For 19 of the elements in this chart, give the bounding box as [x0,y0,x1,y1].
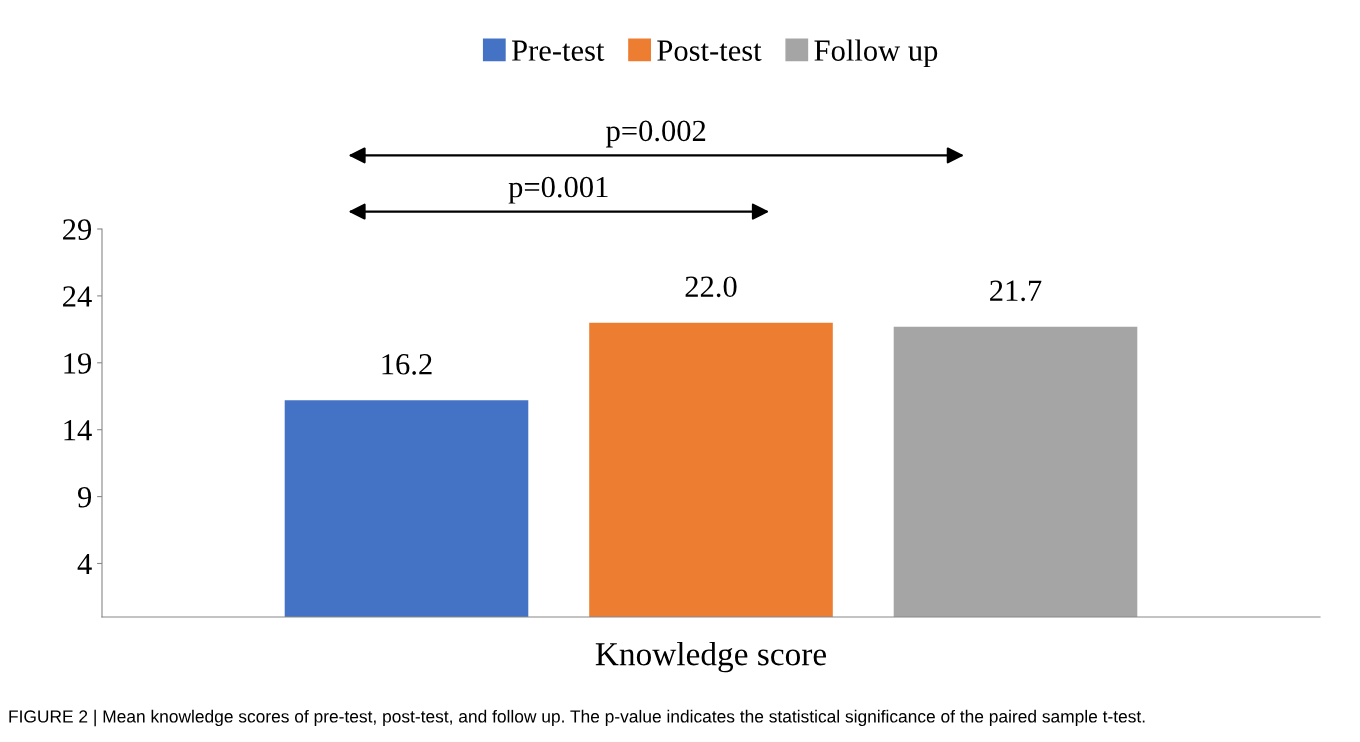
bar [893,326,1138,617]
text: p=0.001 [508,176,608,204]
y-tick-label: 9 [77,486,92,508]
legend-label: Pre-test [511,40,605,61]
bar [589,322,833,617]
y-tick-label: 14 [64,420,92,441]
x-tick-label: Knowledge score [595,642,826,673]
bar [284,400,529,617]
y-tick-label: 4 [77,553,92,575]
caption: FIGURE 2 | Mean knowledge scores of pre-test, post-test, and follow up. The p-value indicates the statistical significance of the paired sample t-test. [9,709,1145,727]
text: 21.7 [990,280,1042,302]
text: 22.0 [685,276,737,298]
text: p=0.002 [606,120,706,148]
y-tick-label: 24 [63,286,92,307]
legend-label: Follow up [814,39,938,68]
y-tick-label: 29 [63,219,92,240]
y-tick-label: 19 [64,353,92,374]
text: 16.2 [382,354,432,375]
legend-label: Post-test [657,40,762,61]
